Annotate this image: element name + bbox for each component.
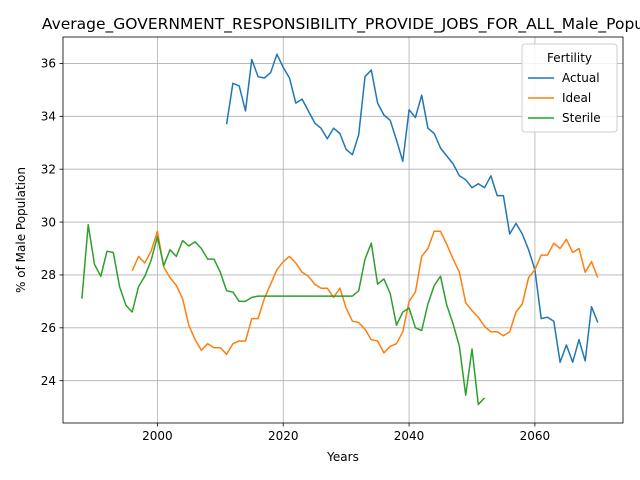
y-axis-label: % of Male Population [14,167,28,293]
y-tick-label: 34 [41,110,56,124]
chart-title: Average_GOVERNMENT_RESPONSIBILITY_PROVID… [42,15,640,34]
y-tick-label: 30 [41,215,56,229]
legend-title: Fertility [547,51,592,65]
legend-label-ideal: Ideal [562,91,591,105]
y-tick-label: 32 [41,162,56,176]
x-tick-label: 2060 [520,429,551,443]
y-tick-label: 28 [41,268,56,282]
y-tick-label: 26 [41,321,56,335]
x-tick-label: 2040 [394,429,425,443]
x-tick-label: 2020 [268,429,299,443]
y-tick-label: 36 [41,57,56,71]
y-tick-label: 24 [41,374,56,388]
legend-label-actual: Actual [562,71,600,85]
x-axis-label: Years [326,450,359,464]
x-tick-label: 2000 [142,429,173,443]
legend-label-sterile: Sterile [562,111,601,125]
legend: Fertility Actual Ideal Sterile [522,44,617,132]
